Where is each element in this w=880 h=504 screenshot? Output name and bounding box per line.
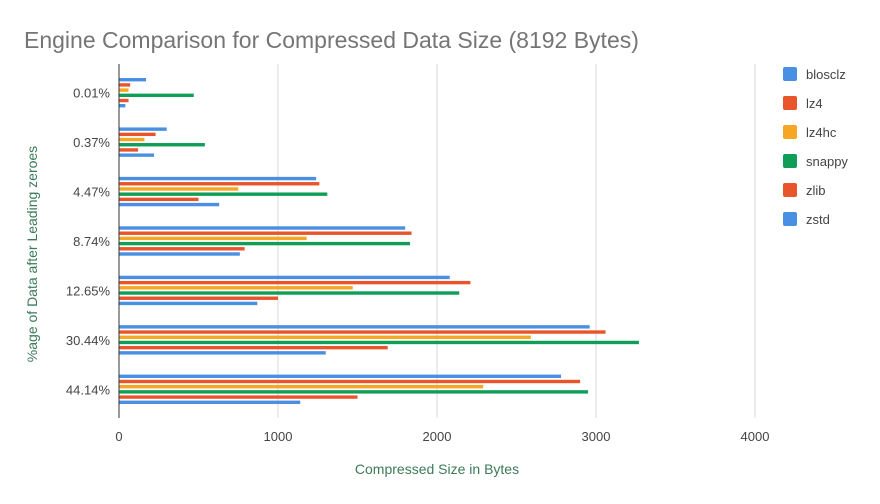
bar-zstd xyxy=(119,153,154,157)
bar-lz4hc xyxy=(119,384,484,389)
x-tick-labels: 0 1000 2000 3000 4000 xyxy=(115,429,769,444)
bar-blosclz xyxy=(119,226,406,230)
y-tick-label: 8.74% xyxy=(73,234,110,249)
bar-lz4 xyxy=(119,83,131,87)
y-tick-label: 0.01% xyxy=(73,86,110,101)
bar-lz4hc xyxy=(119,137,145,142)
legend-swatch xyxy=(783,125,797,139)
bar-zlib xyxy=(119,197,199,202)
legend-label: zstd xyxy=(806,212,830,227)
bar-lz4hc xyxy=(119,187,239,191)
bar-lz4hc xyxy=(119,286,353,290)
x-tick-label: 0 xyxy=(115,429,122,444)
bar-zstd xyxy=(119,351,326,355)
bar-snappy xyxy=(119,390,589,394)
bar-snappy xyxy=(119,143,205,147)
legend-label: lz4hc xyxy=(806,125,837,140)
legend-swatch xyxy=(783,212,797,226)
bar-snappy xyxy=(119,93,194,98)
bar-zstd xyxy=(119,202,220,207)
bar-lz4 xyxy=(119,379,581,384)
bar-zstd xyxy=(119,400,301,404)
bar-zstd xyxy=(119,301,258,306)
x-tick-label: 2000 xyxy=(423,429,452,444)
legend-swatch xyxy=(783,96,797,110)
bar-lz4hc xyxy=(119,88,129,92)
legend-swatch xyxy=(783,154,797,168)
y-tick-label: 44.14% xyxy=(66,382,111,397)
bar-blosclz xyxy=(119,127,167,131)
bar-lz4hc xyxy=(119,335,531,339)
legend-swatch xyxy=(783,183,797,197)
bar-snappy xyxy=(119,340,639,345)
x-tick-label: 4000 xyxy=(741,429,770,444)
x-axis-title: Compressed Size in Bytes xyxy=(355,461,519,477)
bar-blosclz xyxy=(119,78,147,82)
legend-label: zlib xyxy=(806,183,826,198)
x-tick-label: 3000 xyxy=(582,429,611,444)
bar-lz4 xyxy=(119,231,412,235)
bar-blosclz xyxy=(119,176,317,181)
grid xyxy=(277,64,756,418)
bar-blosclz xyxy=(119,374,562,378)
bar-zlib xyxy=(119,345,388,350)
legend: blosclz lz4 lz4hc snappy zlib zstd xyxy=(783,67,848,227)
bar-zstd xyxy=(119,252,240,256)
bars xyxy=(119,78,639,404)
legend-swatch xyxy=(783,67,797,81)
bar-lz4 xyxy=(119,132,156,137)
bar-snappy xyxy=(119,241,410,246)
x-tick-label: 1000 xyxy=(264,429,293,444)
y-tick-label: 0.37% xyxy=(73,135,110,150)
bar-lz4 xyxy=(119,182,320,186)
bar-zlib xyxy=(119,247,245,251)
bar-lz4hc xyxy=(119,236,307,241)
bar-zlib xyxy=(119,98,129,103)
bar-zlib xyxy=(119,395,358,399)
chart-title: Engine Comparison for Compressed Data Si… xyxy=(24,27,639,53)
bar-snappy xyxy=(119,291,460,295)
bar-blosclz xyxy=(119,275,450,280)
y-tick-label: 4.47% xyxy=(73,185,110,200)
legend-label: lz4 xyxy=(806,96,823,111)
bar-lz4 xyxy=(119,280,471,285)
y-axis-title: %age of Data after Leading zeroes xyxy=(24,146,40,362)
bar-blosclz xyxy=(119,325,590,329)
y-tick-label: 12.65% xyxy=(66,283,111,298)
bar-snappy xyxy=(119,192,328,196)
legend-label: blosclz xyxy=(806,67,846,82)
bar-zlib xyxy=(119,148,139,152)
legend-label: snappy xyxy=(806,154,848,169)
bar-lz4 xyxy=(119,330,606,334)
y-tick-label: 30.44% xyxy=(66,333,111,348)
bar-zlib xyxy=(119,296,278,300)
bar-zstd xyxy=(119,104,126,108)
y-tick-labels: 0.01% 0.37% 4.47% 8.74% 12.65% 30.44% 44.14% xyxy=(66,86,111,398)
